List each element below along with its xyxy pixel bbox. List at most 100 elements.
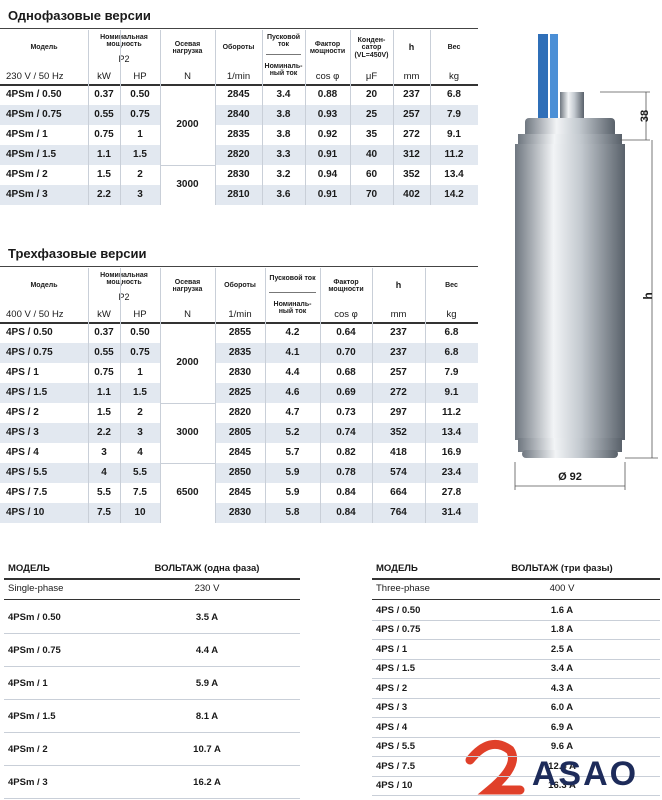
data-cell: 5.8	[285, 506, 300, 518]
row-shade	[0, 145, 478, 165]
header-cell: P2	[118, 292, 130, 303]
header-cell: Пусковой ток	[269, 275, 316, 283]
load-cell: 3000	[176, 426, 199, 438]
data-cell: 1	[137, 366, 143, 378]
data-cell: 0.84	[336, 506, 356, 518]
unit-cell: 1/min	[226, 70, 251, 82]
data-cell: 237	[390, 346, 407, 358]
model-cell: 4PSm / 1.5	[8, 710, 56, 722]
rule	[4, 633, 300, 634]
data-cell: 4PSm / 3	[6, 188, 48, 200]
header-cell: ВОЛЬТАЖ (одна фаза)	[154, 563, 260, 575]
data-cell: 2855	[228, 326, 252, 338]
data-cell: 2805	[228, 426, 252, 438]
data-cell: 0.91	[317, 188, 338, 200]
rule	[4, 699, 300, 700]
data-cell: 3	[101, 446, 107, 458]
model-cell: 4PSm / 0.50	[8, 611, 61, 623]
data-cell: 0.37	[94, 326, 114, 338]
model-cell: 4PS / 3	[376, 702, 408, 714]
model-cell: 4PSm / 2	[8, 743, 48, 755]
data-cell: 0.74	[336, 426, 356, 438]
data-cell: 11.2	[444, 148, 464, 160]
rule	[0, 28, 478, 29]
col-rule	[305, 30, 306, 205]
unit-cell: μF	[365, 70, 378, 82]
rule	[4, 599, 300, 600]
data-cell: 257	[403, 108, 420, 120]
rule	[4, 578, 300, 580]
data-cell: 9.1	[444, 386, 459, 398]
current-cell: 6.9 A	[550, 721, 574, 733]
col-rule	[88, 30, 89, 205]
data-cell: 5.2	[285, 426, 300, 438]
rule	[372, 775, 660, 777]
dimension-label: 38	[639, 109, 652, 123]
section-title: Трехфазовые версии	[8, 246, 147, 262]
data-cell: 0.50	[130, 88, 150, 100]
rule	[372, 697, 660, 699]
current-cell: 10.7 A	[193, 743, 221, 755]
unit-cell: 1/min	[228, 308, 252, 320]
current-cell: 4.4 A	[195, 644, 219, 656]
data-cell: 764	[390, 506, 407, 518]
model-cell: 4PS / 5.5	[376, 741, 416, 753]
data-cell: 272	[403, 128, 420, 140]
col-rule	[215, 30, 216, 205]
col-rule	[262, 30, 263, 205]
data-cell: 2835	[228, 346, 252, 358]
data-cell: 16.9	[441, 446, 462, 458]
data-cell: 0.68	[336, 366, 356, 378]
data-cell: 272	[390, 386, 407, 398]
data-cell: 4PS / 2	[6, 406, 39, 418]
data-cell: 1	[137, 128, 143, 140]
data-cell: 0.70	[336, 346, 356, 358]
header-cell: Номинальная мощность	[100, 271, 148, 286]
rule	[372, 658, 660, 660]
row-shade	[0, 423, 478, 443]
header-cell: Пусковой ток	[266, 33, 301, 48]
data-cell: 0.94	[317, 168, 338, 180]
data-cell: 4PS / 5.5	[6, 466, 48, 478]
data-cell: 2820	[227, 148, 250, 160]
data-cell: 14.2	[444, 188, 464, 200]
data-cell: 23.4	[441, 466, 462, 478]
data-cell: 2820	[228, 406, 252, 418]
data-cell: 2.2	[97, 426, 111, 438]
unit-cell: mm	[390, 308, 407, 320]
data-cell: 0.75	[130, 108, 150, 120]
data-cell: 2830	[227, 168, 250, 180]
model-cell: 4PSm / 3	[8, 776, 48, 788]
col-rule	[160, 30, 161, 205]
model-cell: 4PS / 1	[376, 643, 408, 655]
col-rule	[160, 268, 161, 523]
data-cell: 4PSm / 1	[6, 128, 48, 140]
rule	[372, 795, 660, 796]
data-cell: 27.8	[441, 486, 462, 498]
data-cell: 4PS / 7.5	[6, 486, 48, 498]
current-cell: 12.4 A	[548, 760, 576, 772]
rule	[372, 736, 660, 738]
data-cell: 13.4	[441, 426, 462, 438]
col-rule	[215, 268, 216, 523]
rule	[4, 765, 300, 766]
header-cell: Конден-сатор (VL=450V)	[354, 36, 389, 59]
data-cell: 4.2	[285, 326, 300, 338]
data-cell: 0.64	[336, 326, 356, 338]
rule	[372, 639, 660, 640]
header-cell: h	[395, 280, 402, 291]
data-cell: 4.7	[285, 406, 300, 418]
unit-cell: cos φ	[315, 70, 340, 82]
unit-cell: HP	[133, 70, 147, 82]
rule	[0, 322, 478, 324]
rule	[372, 619, 660, 621]
data-cell: 11.2	[442, 406, 461, 418]
current-cell: 5.9 A	[195, 677, 219, 689]
unit-cell: HP	[133, 308, 147, 320]
data-cell: 20	[365, 88, 378, 100]
data-cell: 4	[137, 446, 143, 458]
data-cell: 0.69	[336, 386, 356, 398]
data-cell: 0.37	[94, 88, 114, 100]
col-rule	[393, 30, 394, 205]
row-shade	[0, 185, 478, 205]
